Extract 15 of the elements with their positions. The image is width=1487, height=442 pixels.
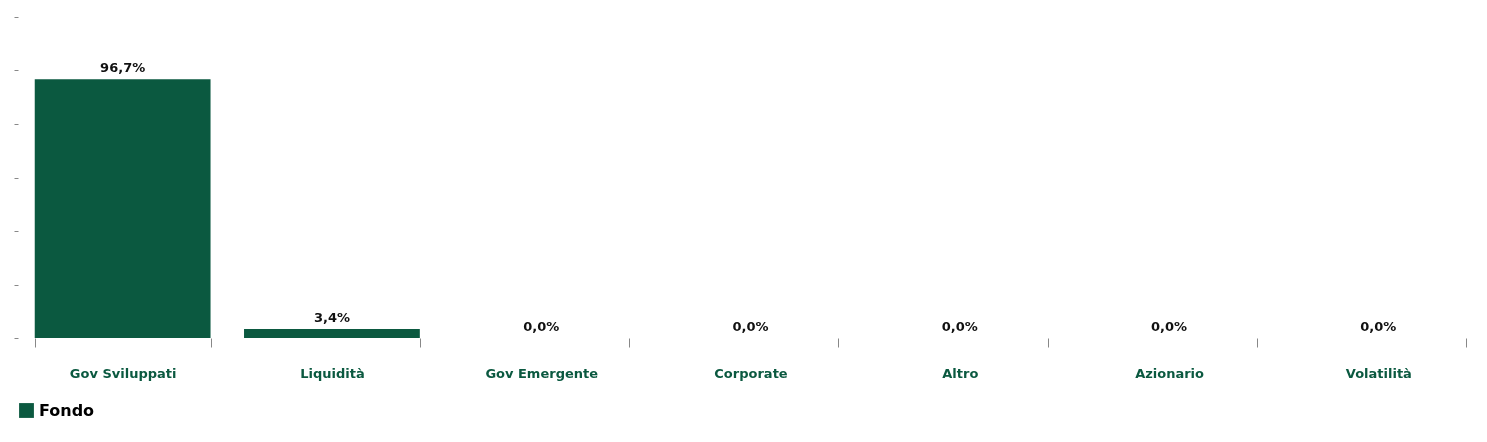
data-label: 0,0% [732,319,769,334]
x-tick-label: Gov Emergente [485,365,599,381]
x-tick-label: Gov Sviluppati [69,365,177,381]
data-label: 0,0% [1360,319,1397,334]
x-tick-label: Altro [942,365,979,381]
data-label: 0,0% [1151,319,1188,334]
data-label: 96,7% [100,60,146,76]
legend-label: Fondo [39,400,95,420]
data-label: 0,0% [523,319,560,334]
data-label: 3,4% [313,309,350,325]
x-tick-label: Corporate [714,365,788,381]
x-tick-label: Azionario [1135,365,1205,381]
x-tick-label: Volatilità [1345,365,1412,381]
x-tick-label: Liquidità [300,365,365,381]
data-label: 0,0% [941,319,978,334]
